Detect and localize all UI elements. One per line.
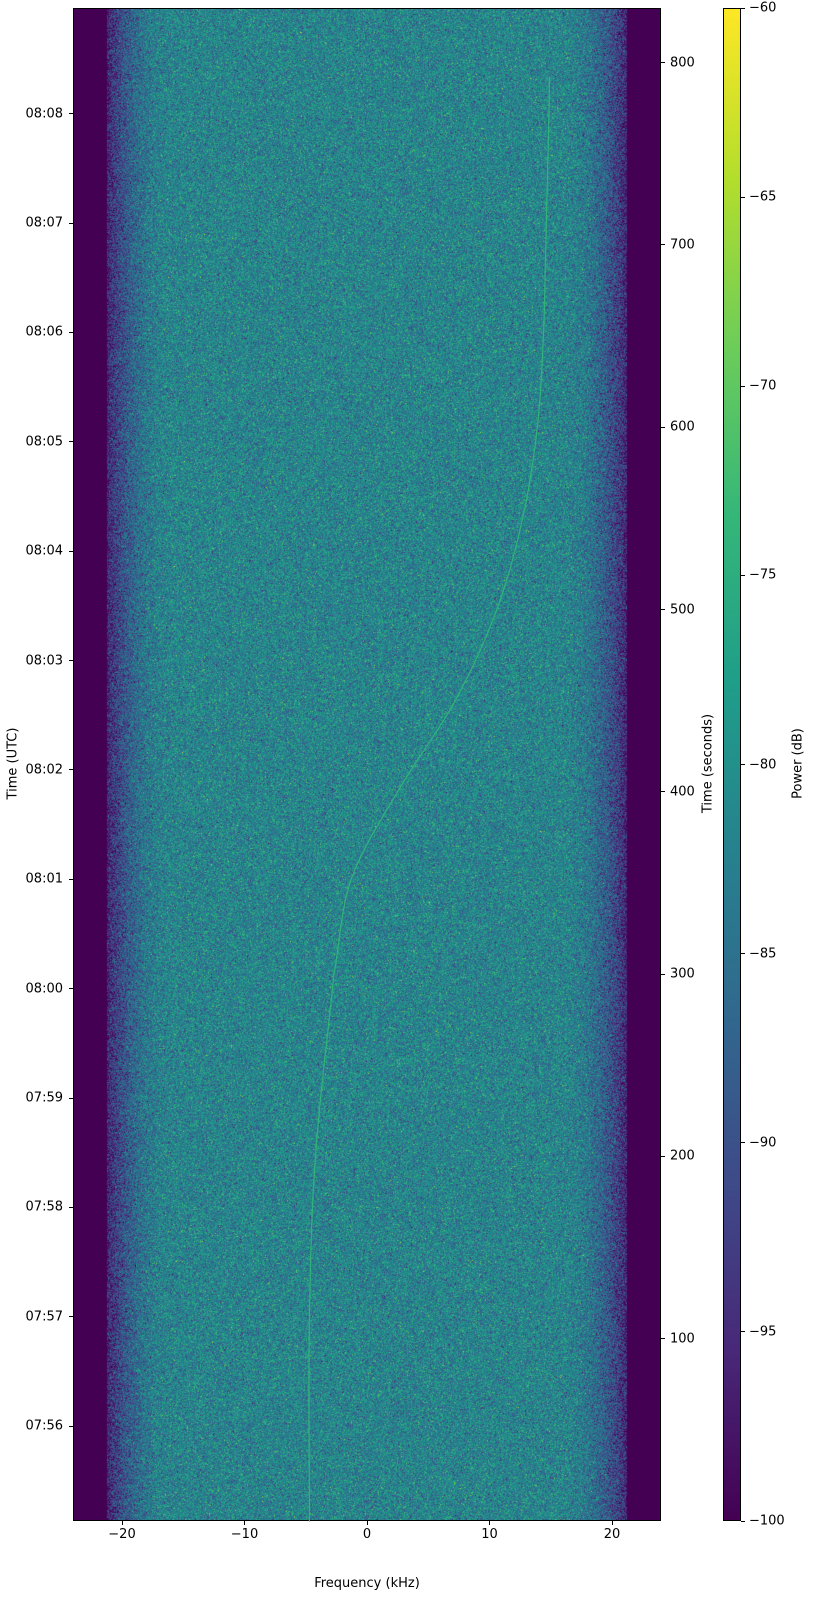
y-right-tick	[661, 1338, 665, 1339]
y-left-tick-label: 08:08	[26, 106, 63, 121]
colorbar-tick-label: −60	[749, 1, 776, 16]
colorbar-tick	[741, 764, 745, 765]
colorbar-tick	[741, 953, 745, 954]
y-right-tick-label: 800	[670, 55, 695, 70]
colorbar-tick	[741, 1521, 745, 1522]
y-left-tick	[69, 441, 73, 442]
x-axis-label: Frequency (kHz)	[314, 1576, 420, 1591]
y-left-tick	[69, 1098, 73, 1099]
y-left-tick	[69, 879, 73, 880]
y-right-tick-label: 400	[670, 784, 695, 799]
colorbar-tick-label: −80	[749, 757, 776, 772]
y-right-tick	[661, 791, 665, 792]
y-left-tick-label: 07:59	[26, 1091, 63, 1106]
y-right-tick-label: 700	[670, 237, 695, 252]
y-left-tick-label: 08:01	[26, 872, 63, 887]
x-tick-label: −10	[231, 1527, 258, 1542]
signal-trace-point	[543, 336, 544, 337]
signal-trace-point	[549, 77, 550, 78]
y-left-tick-label: 07:56	[26, 1419, 63, 1434]
y-right-tick-label: 500	[670, 602, 695, 617]
y-left-tick-label: 08:02	[26, 762, 63, 777]
y-axis-left-label: Time (UTC)	[6, 724, 21, 804]
colorbar-tick	[741, 1142, 745, 1143]
colorbar-label: Power (dB)	[791, 724, 806, 804]
signal-trace-point	[397, 791, 398, 792]
colorbar-tick	[741, 386, 745, 387]
y-right-tick	[661, 427, 665, 428]
y-left-tick	[69, 1316, 73, 1317]
signal-trace-point	[309, 1316, 310, 1317]
y-left-tick-label: 08:00	[26, 981, 63, 996]
y-right-tick	[661, 609, 665, 610]
y-left-tick	[69, 551, 73, 552]
y-left-tick-label: 08:04	[26, 544, 63, 559]
colorbar-tick	[741, 8, 745, 9]
y-left-tick	[69, 223, 73, 224]
colorbar-tick	[741, 575, 745, 576]
y-left-tick-label: 07:57	[26, 1309, 63, 1324]
signal-trace-layer	[73, 8, 661, 1521]
signal-trace-point	[309, 1520, 310, 1521]
colorbar-tick-label: −90	[749, 1135, 776, 1150]
y-right-tick	[661, 1156, 665, 1157]
x-tick-label: 20	[604, 1527, 621, 1542]
y-right-tick	[661, 62, 665, 63]
y-left-tick	[69, 988, 73, 989]
y-left-tick	[69, 660, 73, 661]
y-right-tick-label: 600	[670, 420, 695, 435]
y-left-tick	[69, 332, 73, 333]
colorbar-tick	[741, 197, 745, 198]
x-tick	[489, 1521, 490, 1525]
x-tick	[367, 1521, 368, 1525]
signal-trace-point	[455, 700, 456, 701]
colorbar	[723, 8, 741, 1521]
x-tick	[122, 1521, 123, 1525]
x-tick	[244, 1521, 245, 1525]
colorbar-tick-label: −70	[749, 379, 776, 394]
y-left-tick-label: 08:05	[26, 434, 63, 449]
y-right-tick-label: 100	[670, 1331, 695, 1346]
signal-trace-point	[315, 1156, 316, 1157]
signal-trace-point	[496, 609, 497, 610]
colorbar-tick-label: −75	[749, 568, 776, 583]
y-left-tick	[69, 113, 73, 114]
y-axis-right-label: Time (seconds)	[701, 714, 716, 814]
signal-trace-line	[309, 77, 550, 1521]
colorbar-tick-label: −85	[749, 946, 776, 961]
y-right-tick-label: 200	[670, 1149, 695, 1164]
colorbar-tick-label: −100	[749, 1514, 785, 1529]
y-right-tick-label: 300	[670, 967, 695, 982]
y-right-tick	[661, 244, 665, 245]
y-left-tick	[69, 769, 73, 770]
signal-trace-point	[350, 879, 351, 880]
x-tick-label: 10	[481, 1527, 498, 1542]
signal-trace-point	[333, 974, 334, 975]
y-left-tick-label: 07:58	[26, 1200, 63, 1215]
x-tick	[612, 1521, 613, 1525]
x-tick-label: 0	[363, 1527, 371, 1542]
colorbar-tick-label: −65	[749, 190, 776, 205]
y-right-tick	[661, 974, 665, 975]
signal-trace-point	[522, 518, 523, 519]
y-left-tick-label: 08:06	[26, 325, 63, 340]
colorbar-tick-label: −95	[749, 1324, 776, 1339]
x-tick-label: −20	[108, 1527, 135, 1542]
y-left-tick-label: 08:03	[26, 653, 63, 668]
y-left-tick-label: 08:07	[26, 216, 63, 231]
signal-trace-point	[545, 244, 546, 245]
y-left-tick	[69, 1207, 73, 1208]
colorbar-tick	[741, 1331, 745, 1332]
signal-trace-point	[537, 427, 538, 428]
y-left-tick	[69, 1426, 73, 1427]
